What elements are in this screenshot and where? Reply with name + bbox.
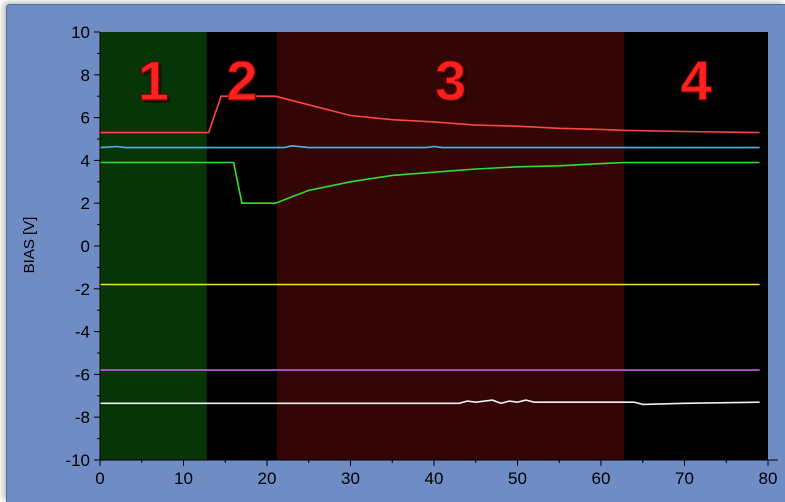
x-tick-label: 50 bbox=[508, 469, 527, 488]
y-tick-label: -8 bbox=[75, 408, 90, 427]
y-tick-label: -10 bbox=[65, 451, 90, 470]
x-tick-label: 0 bbox=[95, 469, 104, 488]
y-tick-label: -4 bbox=[75, 323, 90, 342]
y-tick-label: -6 bbox=[75, 365, 90, 384]
region-label-1: 1 bbox=[138, 49, 169, 112]
region-label-shadow-2: 2 bbox=[229, 52, 260, 115]
x-tick-label: 10 bbox=[174, 469, 193, 488]
x-tick-label: 40 bbox=[425, 469, 444, 488]
y-tick-label: 0 bbox=[81, 237, 90, 256]
series-line-6 bbox=[100, 399, 760, 406]
y-tick-label: 4 bbox=[81, 151, 90, 170]
x-tick-label: 80 bbox=[759, 469, 778, 488]
x-tick-label: 30 bbox=[341, 469, 360, 488]
region-label-4: 4 bbox=[681, 49, 712, 112]
region-label-shadow-4: 4 bbox=[684, 52, 715, 115]
y-tick-label: 10 bbox=[71, 23, 90, 42]
region-labels-layer: 11 22 33 44 bbox=[137, 49, 715, 116]
y-tick-label: -2 bbox=[75, 280, 90, 299]
region-4 bbox=[624, 32, 768, 460]
region-label-shadow-1: 1 bbox=[141, 52, 172, 115]
series-line-2 bbox=[99, 144, 760, 149]
series-line-1 bbox=[100, 95, 760, 134]
regions-layer bbox=[100, 32, 768, 460]
y-tick-label: 6 bbox=[81, 109, 90, 128]
region-label-3: 3 bbox=[435, 49, 466, 112]
region-3 bbox=[277, 32, 625, 460]
region-label-2: 2 bbox=[226, 49, 257, 112]
y-tick-label: 2 bbox=[81, 194, 90, 213]
y-tick-label: 8 bbox=[81, 66, 90, 85]
region-1 bbox=[100, 32, 207, 460]
y-axis-label: BIAS [V] bbox=[21, 217, 38, 274]
region-label-shadow-3: 3 bbox=[438, 52, 469, 115]
x-tick-label: 20 bbox=[258, 469, 277, 488]
x-tick-label: 60 bbox=[592, 469, 611, 488]
series-layer bbox=[99, 95, 760, 406]
x-tick-label: 70 bbox=[675, 469, 694, 488]
series-line-3 bbox=[100, 161, 760, 204]
